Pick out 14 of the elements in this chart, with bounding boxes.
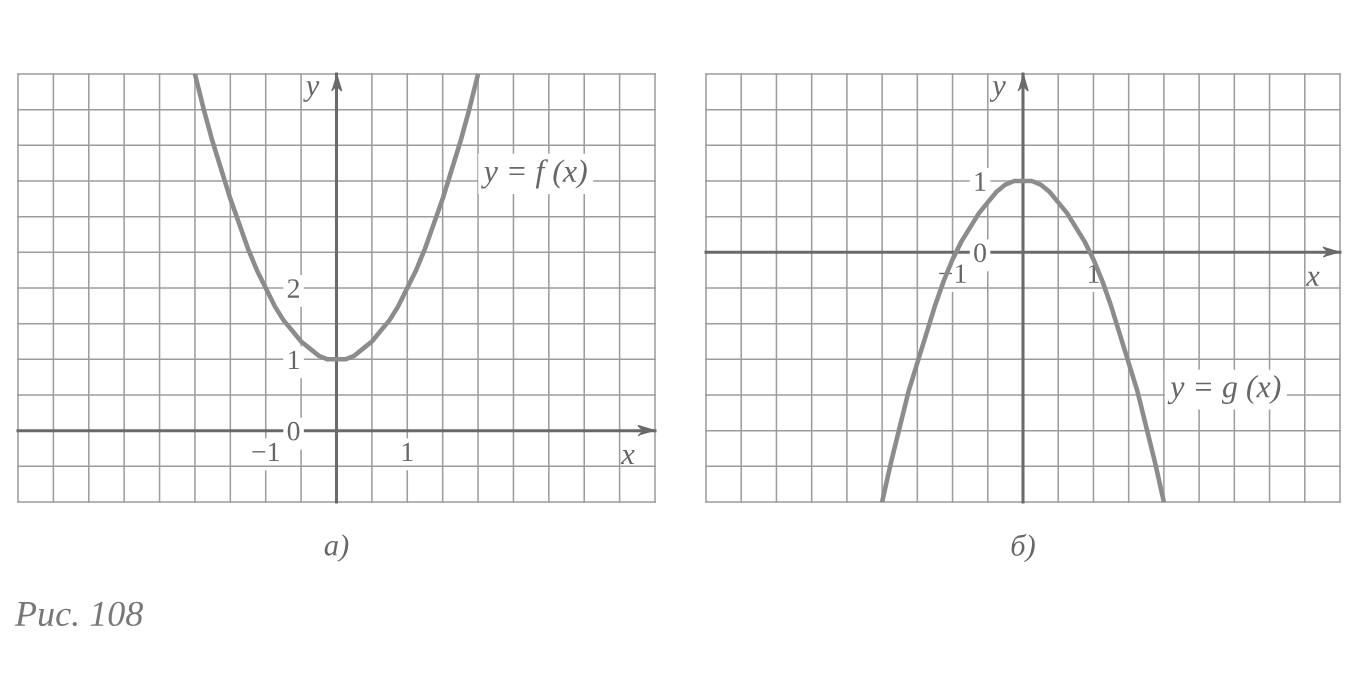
x-axis-title: x: [620, 449, 635, 465]
y-axis-title: y: [989, 81, 1006, 102]
series-label: y = f (x): [481, 159, 587, 189]
series-label: y = g (x): [1167, 375, 1281, 405]
text: а): [324, 534, 349, 562]
y-tick-label: 0: [287, 421, 300, 441]
text: б): [1011, 533, 1035, 563]
text: Рис. 108: [14, 601, 143, 627]
y-axis-title: y: [303, 81, 320, 102]
y-tick-label: 2: [287, 279, 299, 298]
y-tick-label: 1: [289, 350, 299, 369]
y-tick-label: 0: [974, 243, 986, 263]
x-tick-label: −1: [252, 442, 279, 462]
x-axis-title: x: [1305, 271, 1320, 286]
